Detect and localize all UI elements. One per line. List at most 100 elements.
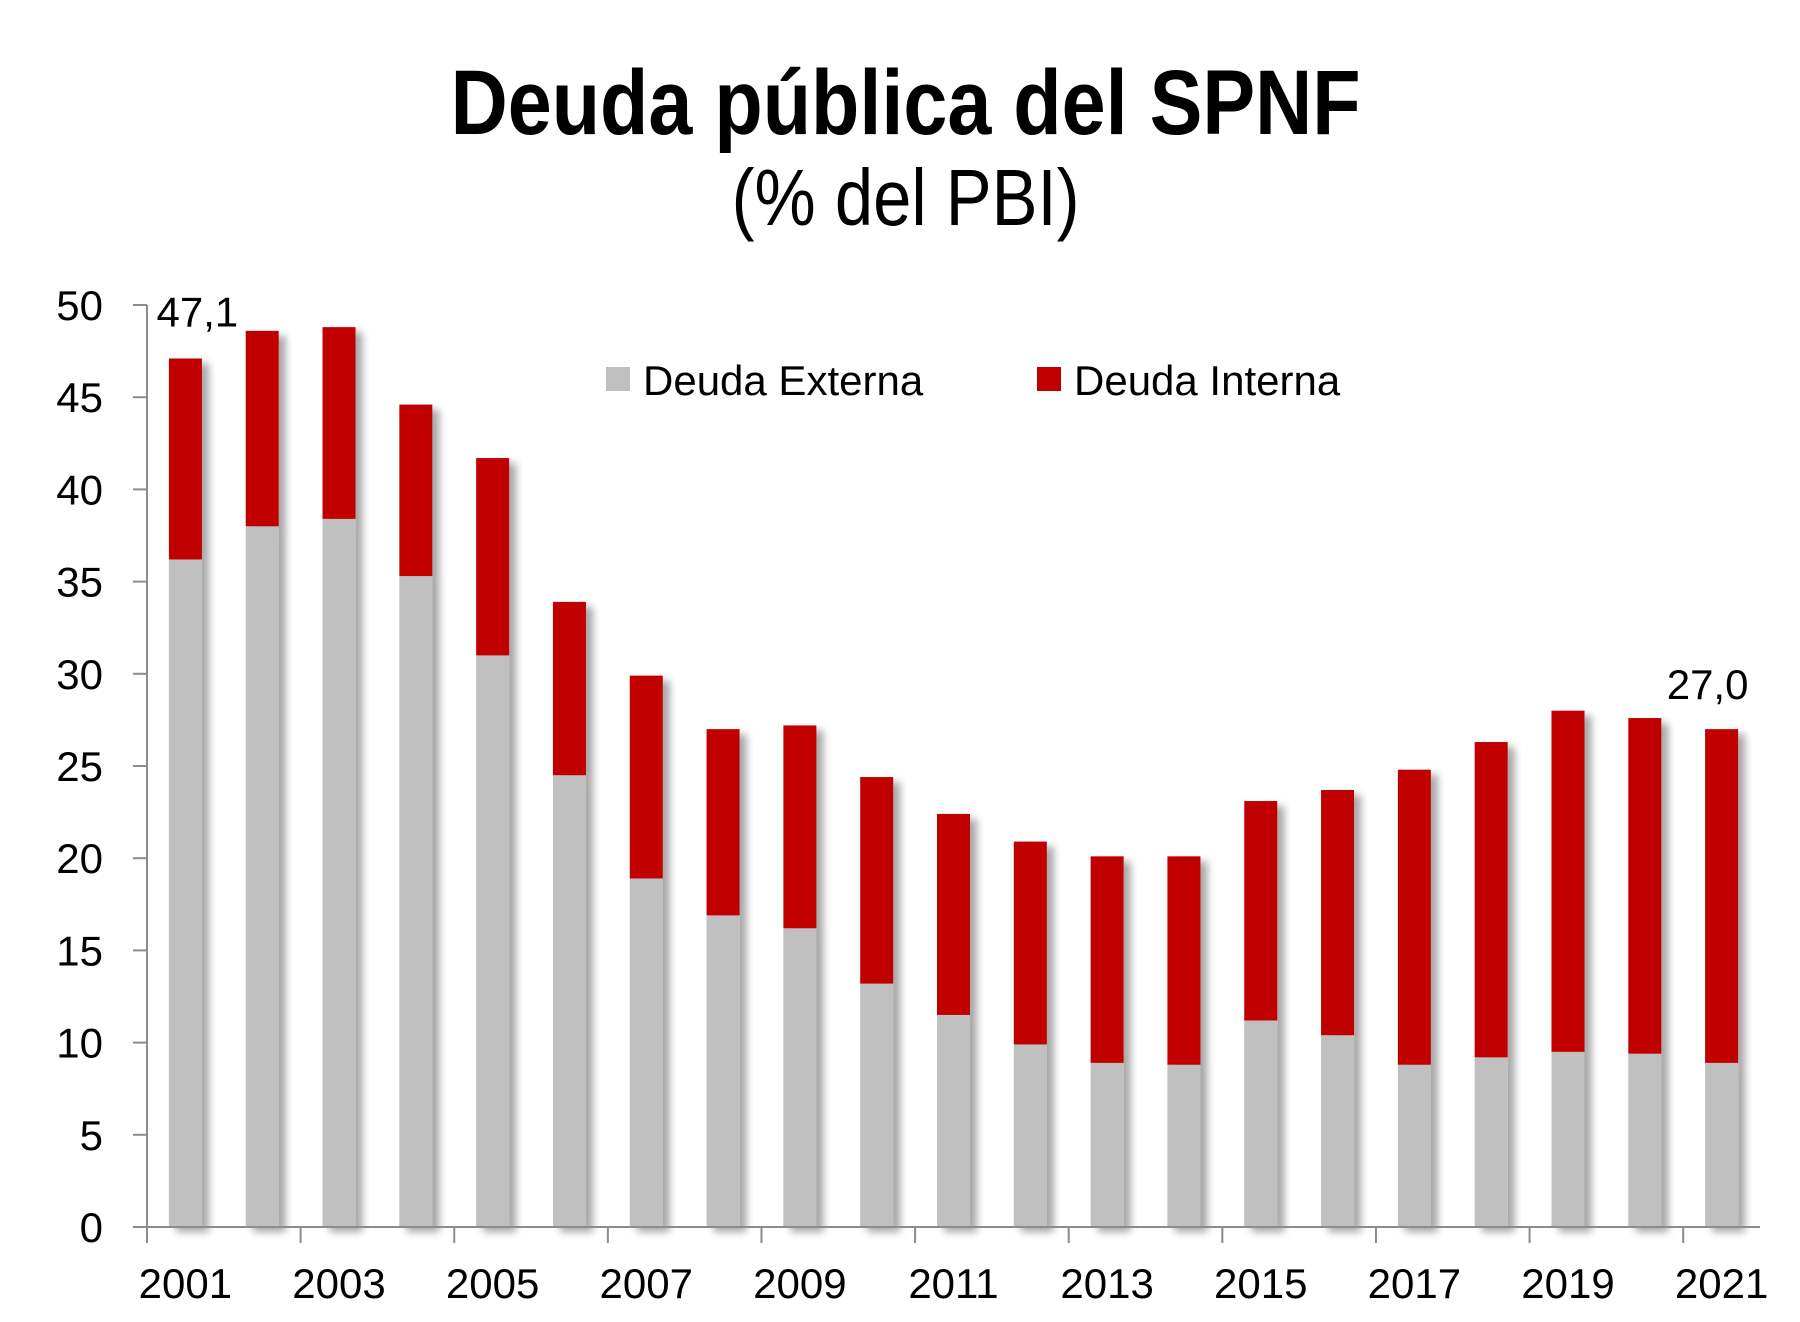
bar-deuda-externa-2021	[1705, 1062, 1739, 1227]
labels-layer: 47,1 27,0	[157, 288, 1749, 708]
bar-deuda-interna-2014	[1167, 856, 1201, 1065]
chart-title: Deuda pública del SPNF	[450, 52, 1361, 154]
y-tick-label-0: 0	[80, 1204, 103, 1251]
x-tick-label-2013: 2013	[1060, 1260, 1153, 1307]
bar-deuda-interna-2016	[1321, 789, 1355, 1036]
y-tick-label-10: 10	[56, 1020, 103, 1067]
bar-deuda-externa-2001	[168, 559, 202, 1227]
bar-deuda-externa-2005	[476, 655, 510, 1227]
bar-deuda-interna-2007	[629, 675, 663, 879]
x-tick-label-2003: 2003	[292, 1260, 385, 1307]
x-tick-label-2019: 2019	[1521, 1260, 1614, 1307]
bar-deuda-interna-2006	[552, 601, 586, 776]
bar-deuda-interna-2002	[245, 330, 279, 527]
bar-deuda-externa-2007	[629, 878, 663, 1227]
bar-deuda-externa-2017	[1397, 1064, 1431, 1227]
bar-deuda-interna-2017	[1397, 769, 1431, 1065]
bar-group-2014	[1167, 856, 1201, 1227]
x-tick-label-2007: 2007	[600, 1260, 693, 1307]
bar-deuda-externa-2012	[1013, 1044, 1047, 1227]
bar-deuda-externa-2014	[1167, 1064, 1201, 1227]
bar-deuda-externa-2004	[399, 576, 433, 1227]
bar-deuda-interna-2010	[860, 777, 894, 984]
bar-group-2009	[783, 725, 817, 1227]
bar-deuda-interna-2005	[476, 458, 510, 656]
bar-group-2020	[1628, 718, 1662, 1227]
legend-label-deuda-interna: Deuda Interna	[1074, 357, 1341, 404]
bar-deuda-interna-2018	[1474, 742, 1508, 1058]
x-tick-label-2001: 2001	[139, 1260, 232, 1307]
bar-deuda-externa-2010	[860, 983, 894, 1227]
bar-group-2018	[1474, 742, 1508, 1227]
bar-group-2002	[245, 330, 279, 1227]
axes-layer: 0 5 10 15 20 25 30 35 40 45 50 2001 2003 2005 2007 2009…	[56, 282, 1768, 1307]
bar-group-2012	[1013, 841, 1047, 1227]
legend-item-deuda-externa: Deuda Externa	[606, 357, 924, 404]
y-tick-label-20: 20	[56, 835, 103, 882]
x-tick-label-2017: 2017	[1368, 1260, 1461, 1307]
y-tick-label-50: 50	[56, 282, 103, 329]
bar-deuda-interna-2012	[1013, 841, 1047, 1045]
x-tick-label-2009: 2009	[753, 1260, 846, 1307]
bar-deuda-externa-2016	[1321, 1035, 1355, 1227]
x-tick-label-2021: 2021	[1675, 1260, 1768, 1307]
legend-swatch-deuda-externa	[606, 367, 630, 391]
data-label-2021: 27,0	[1667, 661, 1749, 708]
bar-group-2003	[322, 327, 356, 1227]
bar-deuda-externa-2009	[783, 928, 817, 1227]
bar-group-2015	[1244, 801, 1278, 1227]
bar-group-2004	[399, 404, 433, 1227]
bar-group-2013	[1090, 856, 1124, 1227]
bar-deuda-interna-2009	[783, 725, 817, 929]
data-label-2001: 47,1	[157, 288, 239, 335]
bar-deuda-interna-2008	[706, 729, 740, 916]
bar-deuda-interna-2021	[1705, 729, 1739, 1063]
bar-deuda-externa-2020	[1628, 1053, 1662, 1227]
bar-deuda-externa-2003	[322, 518, 356, 1227]
chart-subtitle: (% del PBI)	[731, 153, 1080, 242]
bar-group-2017	[1397, 769, 1431, 1227]
legend-label-deuda-externa: Deuda Externa	[643, 357, 924, 404]
bar-group-2007	[629, 675, 663, 1227]
bar-group-2021	[1705, 729, 1739, 1227]
y-tick-label-30: 30	[56, 651, 103, 698]
bar-deuda-interna-2011	[937, 813, 970, 1015]
y-tick-label-35: 35	[56, 559, 103, 606]
y-tick-label-45: 45	[56, 374, 103, 421]
legend: Deuda Externa Deuda Interna	[606, 357, 1341, 404]
x-tick-label-2015: 2015	[1214, 1260, 1307, 1307]
bar-group-2019	[1551, 710, 1585, 1227]
bar-deuda-interna-2015	[1244, 801, 1278, 1021]
bar-deuda-externa-2006	[552, 775, 586, 1227]
bar-group-2001	[168, 358, 202, 1227]
x-tick-label-2011: 2011	[908, 1260, 998, 1307]
bar-group-2010	[860, 777, 894, 1227]
bar-deuda-externa-2011	[937, 1014, 970, 1227]
bar-deuda-interna-2019	[1551, 710, 1585, 1052]
legend-swatch-deuda-interna	[1037, 367, 1061, 391]
bar-deuda-interna-2004	[399, 404, 433, 577]
bars-layer	[168, 327, 1739, 1227]
bar-deuda-externa-2008	[706, 915, 740, 1227]
bar-group-2011	[937, 813, 970, 1227]
bar-deuda-externa-2002	[245, 526, 279, 1227]
legend-item-deuda-interna: Deuda Interna	[1037, 357, 1341, 404]
bar-group-2016	[1321, 789, 1355, 1227]
bar-group-2005	[476, 458, 510, 1227]
bar-deuda-externa-2013	[1090, 1062, 1124, 1227]
bar-deuda-interna-2020	[1628, 718, 1662, 1054]
bar-deuda-interna-2013	[1090, 856, 1124, 1063]
y-tick-label-40: 40	[56, 466, 103, 513]
bar-deuda-interna-2001	[168, 358, 202, 560]
bar-deuda-interna-2003	[322, 327, 356, 519]
y-tick-label-15: 15	[56, 927, 103, 974]
x-tick-label-2005: 2005	[446, 1260, 539, 1307]
bar-deuda-externa-2015	[1244, 1020, 1278, 1227]
bar-deuda-externa-2019	[1551, 1051, 1585, 1227]
y-tick-label-25: 25	[56, 743, 103, 790]
bar-group-2006	[552, 601, 586, 1227]
bar-deuda-externa-2018	[1474, 1057, 1508, 1227]
bar-group-2008	[706, 729, 740, 1227]
y-tick-label-5: 5	[80, 1112, 103, 1159]
